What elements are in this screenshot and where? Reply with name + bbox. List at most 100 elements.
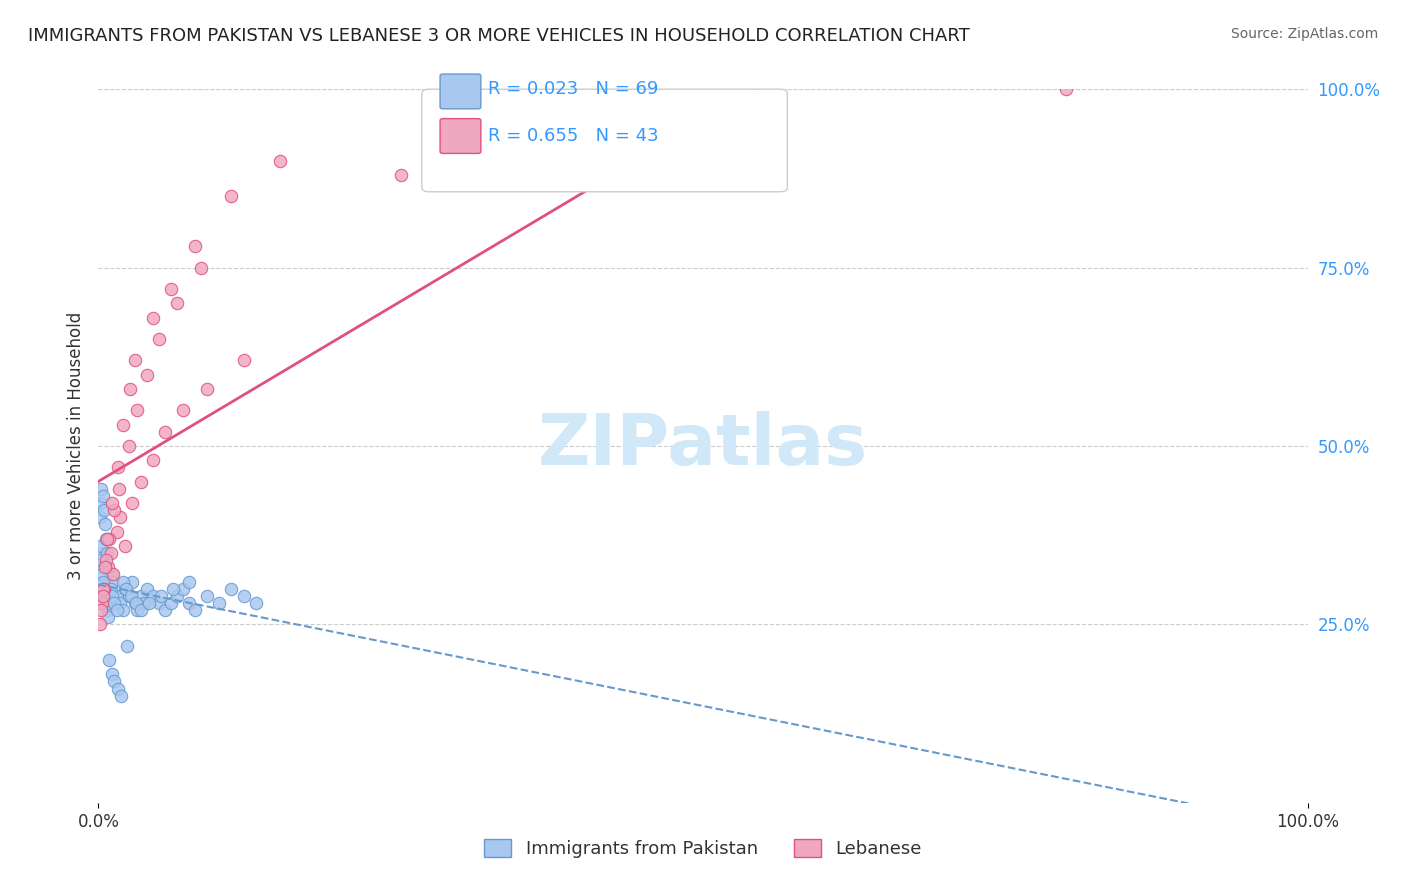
Point [166, 296, 188, 310]
Point [91, 574, 114, 589]
Point [105, 589, 128, 603]
Point [96, 532, 118, 546]
Point [179, 574, 201, 589]
Point [118, 382, 141, 396]
Point [94, 553, 117, 567]
Point [89, 617, 111, 632]
Point [162, 582, 184, 596]
Point [98, 532, 121, 546]
Point [127, 403, 149, 417]
Point [115, 582, 138, 596]
Point [150, 589, 173, 603]
Point [108, 510, 131, 524]
Point [142, 589, 165, 603]
Point [221, 582, 243, 596]
Point [105, 524, 128, 539]
Point [90, 596, 112, 610]
Point [160, 282, 183, 296]
Point [89, 510, 111, 524]
Point [97, 582, 120, 596]
Point [142, 310, 165, 325]
Point [111, 417, 134, 432]
Point [90, 539, 112, 553]
Point [91, 589, 114, 603]
Point [138, 596, 160, 610]
Point [111, 574, 134, 589]
Point [195, 382, 218, 396]
Point [129, 589, 152, 603]
Point [135, 368, 157, 382]
Point [108, 596, 131, 610]
Point [94, 517, 117, 532]
Point [91, 489, 114, 503]
Point [160, 596, 183, 610]
Point [90, 482, 112, 496]
Point [100, 589, 122, 603]
Point [166, 589, 188, 603]
Point [97, 610, 120, 624]
Point [107, 681, 129, 696]
Point [93, 574, 115, 589]
Point [129, 603, 152, 617]
Point [1054, 82, 1077, 96]
Point [114, 539, 136, 553]
Point [117, 639, 139, 653]
Point [172, 582, 194, 596]
Point [107, 460, 129, 475]
Point [190, 260, 212, 275]
Point [129, 475, 152, 489]
Point [114, 582, 136, 596]
Text: IMMIGRANTS FROM PAKISTAN VS LEBANESE 3 OR MORE VEHICLES IN HOUSEHOLD CORRELATION: IMMIGRANTS FROM PAKISTAN VS LEBANESE 3 O… [28, 27, 970, 45]
Point [91, 589, 114, 603]
Point [179, 596, 201, 610]
Point [101, 574, 124, 589]
Point [93, 589, 115, 603]
Point [245, 596, 267, 610]
Point [93, 503, 115, 517]
Point [91, 596, 114, 610]
Point [103, 503, 125, 517]
Point [269, 153, 291, 168]
Point [195, 589, 218, 603]
Point [208, 596, 231, 610]
Point [124, 596, 146, 610]
Point [389, 168, 412, 182]
Point [98, 653, 121, 667]
Point [100, 582, 122, 596]
Point [148, 332, 170, 346]
Point [96, 546, 118, 560]
Point [172, 403, 194, 417]
Y-axis label: 3 or more Vehicles in Household: 3 or more Vehicles in Household [66, 312, 84, 580]
Point [101, 567, 124, 582]
Point [90, 603, 112, 617]
Point [153, 603, 176, 617]
Point [96, 603, 118, 617]
Point [148, 596, 170, 610]
Legend: Immigrants from Pakistan, Lebanese: Immigrants from Pakistan, Lebanese [477, 831, 929, 865]
Point [89, 496, 111, 510]
Text: R = 0.023   N = 69: R = 0.023 N = 69 [488, 80, 658, 98]
Point [89, 560, 111, 574]
Point [125, 596, 148, 610]
Point [90, 553, 112, 567]
Text: Source: ZipAtlas.com: Source: ZipAtlas.com [1230, 27, 1378, 41]
Point [184, 603, 207, 617]
Text: ZIPatlas: ZIPatlas [538, 411, 868, 481]
Point [121, 496, 143, 510]
Point [118, 589, 141, 603]
Point [111, 603, 134, 617]
Point [110, 689, 132, 703]
Point [135, 582, 157, 596]
Text: R = 0.655   N = 43: R = 0.655 N = 43 [488, 128, 658, 145]
Point [134, 596, 156, 610]
Point [232, 589, 254, 603]
Point [93, 582, 115, 596]
Point [89, 546, 111, 560]
Point [91, 567, 114, 582]
Point [100, 546, 122, 560]
Point [96, 532, 118, 546]
Point [184, 239, 207, 253]
Point [153, 425, 176, 439]
Point [98, 596, 121, 610]
Point [121, 574, 143, 589]
